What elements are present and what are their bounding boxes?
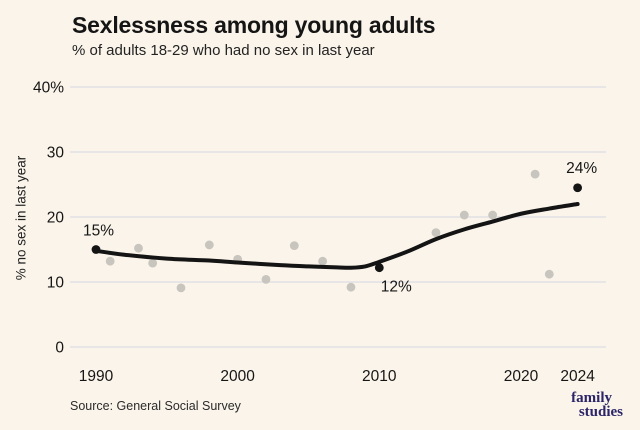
scatter-point <box>289 241 299 251</box>
scatter-point <box>488 210 498 220</box>
scatter-point <box>148 258 158 268</box>
scatter-point <box>459 210 469 220</box>
scatter-point <box>346 282 356 292</box>
x-tick-label: 1990 <box>79 368 114 385</box>
chart-title: Sexlessness among young adults <box>72 12 436 38</box>
highlight-point <box>374 263 384 273</box>
logo-line-2: studies <box>578 404 623 420</box>
scatter-point <box>204 240 214 250</box>
x-tick-label: 2010 <box>362 368 397 385</box>
scatter-point <box>134 243 143 253</box>
point-annotation: 12% <box>381 279 412 296</box>
x-tick-label: 2020 <box>504 368 539 385</box>
scatter-point <box>176 283 186 293</box>
y-tick-label: 40% <box>33 80 64 97</box>
point-annotation: 24% <box>566 160 597 177</box>
y-tick-label: 20 <box>47 210 65 227</box>
point-annotation: 15% <box>83 223 114 240</box>
scatter-point <box>431 228 441 238</box>
source-note: Source: General Social Survey <box>70 399 241 413</box>
y-tick-label: 0 <box>55 340 64 357</box>
x-tick-label: 2000 <box>220 368 255 385</box>
logo-line-1: family <box>571 390 612 406</box>
highlight-point <box>573 183 583 193</box>
scatter-point <box>530 169 540 179</box>
highlight-point <box>91 245 101 254</box>
family-studies-logo: family studies <box>571 390 623 420</box>
scatter-point <box>544 269 554 279</box>
trend-line <box>94 202 580 270</box>
y-tick-label: 30 <box>47 145 65 162</box>
scatter-point <box>105 256 115 266</box>
scatter-point <box>318 256 328 266</box>
chart-subtitle: % of adults 18-29 who had no sex in last… <box>72 42 375 59</box>
x-tick-label: 2024 <box>560 368 595 385</box>
y-tick-label: 10 <box>47 275 65 292</box>
scatter-point <box>261 275 271 284</box>
